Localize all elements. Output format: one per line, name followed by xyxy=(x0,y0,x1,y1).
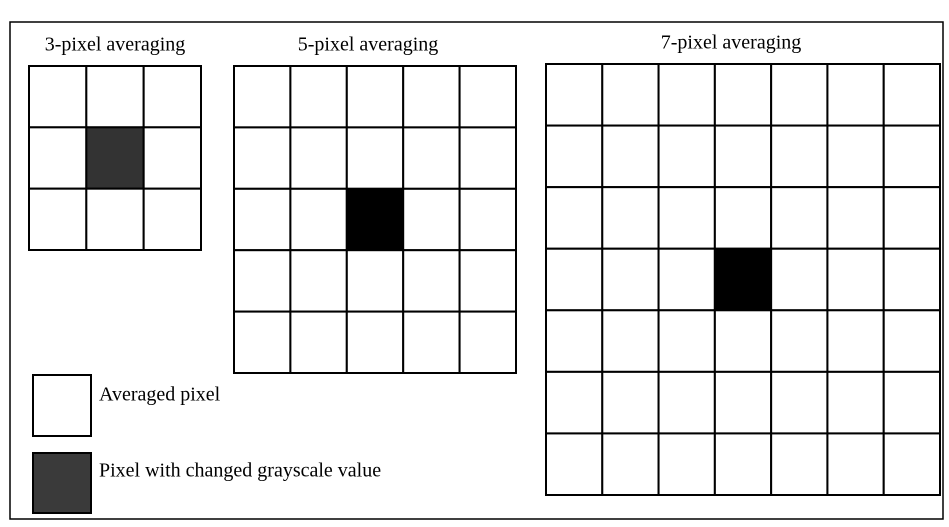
pixel-cell xyxy=(601,432,660,496)
pixel-cell xyxy=(713,247,773,312)
pixel-cell xyxy=(458,249,518,313)
pixel-cell xyxy=(826,186,885,250)
pixel-cell xyxy=(601,63,660,127)
pixel-cell xyxy=(545,432,604,496)
pixel-cell xyxy=(882,124,942,189)
pixel-cell xyxy=(345,65,405,129)
pixel-cell xyxy=(770,186,829,250)
pixel-cell xyxy=(289,187,348,252)
pixel-cell xyxy=(601,247,660,312)
pixel-cell xyxy=(713,124,773,189)
grid-title: 3-pixel averaging xyxy=(45,34,186,56)
pixel-cell xyxy=(770,124,829,189)
pixel-cell xyxy=(713,186,773,250)
pixel-cell xyxy=(545,186,604,250)
pixel-cell xyxy=(402,126,461,190)
pixel-cell xyxy=(882,370,942,435)
grid-title: 5-pixel averaging xyxy=(298,34,439,56)
pixel-cell xyxy=(402,249,461,313)
pixel-cell xyxy=(770,370,829,435)
pixel-cell xyxy=(545,247,604,312)
pixel-cell xyxy=(289,126,348,190)
legend-swatch xyxy=(32,452,92,514)
pixel-cell xyxy=(345,126,405,190)
legend-label: Pixel with changed grayscale value xyxy=(99,460,381,482)
grids xyxy=(28,63,942,496)
pixel-cell xyxy=(657,247,716,312)
pixel-cell xyxy=(826,309,885,373)
pixel-cell xyxy=(657,370,716,435)
pixel-cell xyxy=(345,249,405,313)
pixel-cell xyxy=(402,65,461,129)
pixel-cell xyxy=(85,65,145,129)
pixel-cell xyxy=(657,432,716,496)
grid-title: 7-pixel averaging xyxy=(661,32,802,54)
pixel-cell xyxy=(657,309,716,373)
pixel-cell xyxy=(713,370,773,435)
pixel-cell xyxy=(289,310,348,375)
pixel-cell xyxy=(601,370,660,435)
pixel-cell xyxy=(545,309,604,373)
pixel-cell xyxy=(402,187,461,252)
pixel-cell xyxy=(28,126,88,190)
pixel-cell xyxy=(713,63,773,127)
pixel-cell xyxy=(545,124,604,189)
pixel-cell xyxy=(826,370,885,435)
pixel-cell xyxy=(770,309,829,373)
pixel-cell xyxy=(545,370,604,435)
pixel-cell xyxy=(545,63,604,127)
pixel-cell xyxy=(233,65,292,129)
pixel-cell xyxy=(882,186,942,250)
pixel-cell xyxy=(458,126,518,190)
pixel-cell xyxy=(289,249,348,313)
pixel-cell xyxy=(657,124,716,189)
pixel-cell xyxy=(826,63,885,127)
pixel-cell xyxy=(345,187,405,252)
legend-label: Averaged pixel xyxy=(99,384,221,406)
pixel-cell xyxy=(826,432,885,496)
pixel-cell xyxy=(458,187,518,252)
pixel-cell xyxy=(28,65,88,129)
pixel-cell xyxy=(85,187,145,252)
legend-swatch xyxy=(32,374,92,437)
pixel-cell xyxy=(826,124,885,189)
frame xyxy=(9,21,944,520)
pixel-cell xyxy=(28,187,88,252)
pixel-cell xyxy=(657,186,716,250)
pixel-cell xyxy=(402,310,461,375)
pixel-cell xyxy=(289,65,348,129)
pixel-cell xyxy=(770,63,829,127)
pixel-cell xyxy=(882,309,942,373)
pixel-cell xyxy=(657,63,716,127)
pixel-cell xyxy=(458,310,518,375)
pixel-cell xyxy=(713,309,773,373)
pixel-cell xyxy=(826,247,885,312)
pixel-cell xyxy=(601,186,660,250)
pixel-cell xyxy=(882,247,942,312)
pixel-cell xyxy=(882,63,942,127)
pixel-cell xyxy=(233,310,292,375)
pixel-cell xyxy=(233,187,292,252)
pixel-cell xyxy=(713,432,773,496)
pixel-cell xyxy=(882,432,942,496)
pixel-cell xyxy=(85,126,145,190)
pixel-cell xyxy=(233,126,292,190)
pixel-cell xyxy=(345,310,405,375)
pixel-cell xyxy=(770,432,829,496)
pixel-cell xyxy=(142,126,203,190)
pixel-cell xyxy=(601,124,660,189)
pixel-cell xyxy=(770,247,829,312)
pixel-cell xyxy=(233,249,292,313)
pixel-cell xyxy=(142,65,203,129)
pixel-cell xyxy=(458,65,518,129)
pixel-cell xyxy=(601,309,660,373)
pixel-cell xyxy=(142,187,203,252)
